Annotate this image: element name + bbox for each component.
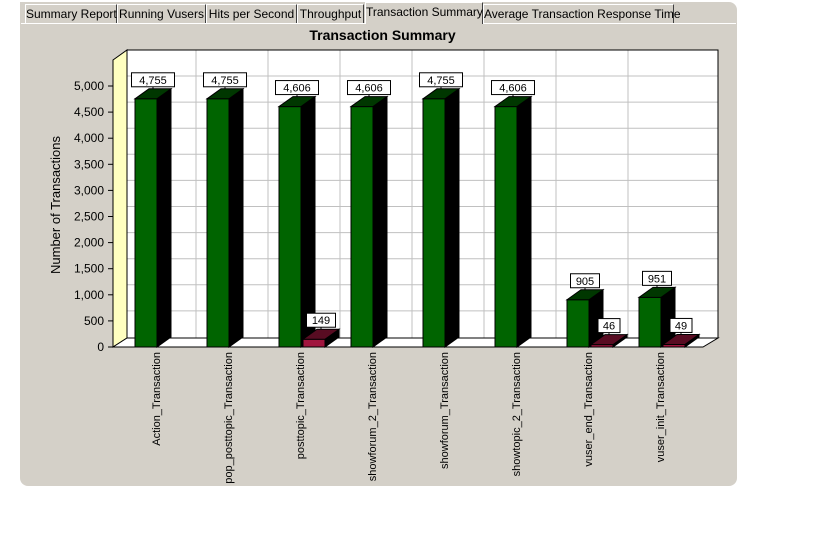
- tab-summary-report[interactable]: Summary Report: [25, 4, 117, 23]
- y-tick-label: 2,000: [74, 236, 104, 250]
- plot-background: [113, 50, 718, 347]
- bar-side: [516, 95, 532, 348]
- tab-average-transaction-response-time[interactable]: Average Transaction Response Time: [483, 4, 681, 23]
- bar: 905: [565, 273, 605, 348]
- data-label: 951: [648, 273, 666, 285]
- category-label: posttopic_Transaction: [295, 352, 307, 459]
- bar-top: [589, 334, 629, 346]
- bar-top: [565, 289, 605, 301]
- bar-top: [133, 88, 173, 100]
- data-label: 49: [675, 320, 687, 332]
- y-tick-label: 5,000: [74, 79, 104, 93]
- bar: 4,606: [275, 80, 319, 348]
- bar-top: [661, 333, 701, 345]
- y-axis-ticks: 0 500 1,000 1,500 2,000 2,500 3,000 3,500 4,000 4…: [74, 79, 113, 354]
- y-tick-label: 1,000: [74, 288, 104, 302]
- bar: 4,606: [491, 80, 535, 348]
- bar-front: [134, 98, 158, 348]
- bar-top: [205, 88, 245, 100]
- bar: 49: [661, 317, 701, 348]
- category-label: showtopic_2_Transaction: [511, 352, 523, 476]
- data-label: 4,755: [427, 75, 455, 87]
- y-tick-label: 4,000: [74, 131, 104, 145]
- bar: 951: [637, 270, 677, 348]
- chart-side-wall: [112, 49, 128, 348]
- data-label-box: [275, 80, 319, 96]
- bar-top: [301, 328, 341, 340]
- y-tick-label: 3,500: [74, 157, 104, 171]
- bar-top: [493, 96, 533, 108]
- data-label-box: [570, 273, 600, 289]
- tab-hits-per-second[interactable]: Hits per Second: [206, 4, 297, 23]
- tab-transaction-summary[interactable]: Transaction Summary: [365, 2, 483, 24]
- y-axis-label: Number of Transactions: [48, 136, 63, 275]
- y-tick-label: 4,500: [74, 105, 104, 119]
- data-label-box: [419, 72, 463, 88]
- category-label: showforum_Transaction: [439, 352, 451, 469]
- data-label-box: [347, 80, 391, 96]
- bar: 4,755: [131, 72, 175, 348]
- y-tick-label: 1,500: [74, 262, 104, 276]
- data-label: 4,606: [499, 83, 527, 95]
- data-label: 46: [603, 321, 615, 333]
- bar-front: [302, 338, 326, 348]
- bar: 4,606: [347, 80, 391, 348]
- bar-front: [638, 296, 662, 348]
- bar: 149: [301, 312, 341, 348]
- data-label-box: [306, 312, 336, 328]
- y-tick-label: 500: [84, 314, 104, 328]
- bar-front: [422, 98, 446, 348]
- chart-floor: [111, 337, 720, 348]
- bar-side: [372, 95, 388, 348]
- category-label: vuser_init_Transaction: [655, 352, 667, 462]
- bar-top: [421, 88, 461, 100]
- bar-front: [206, 98, 230, 348]
- chart-title: Transaction Summary: [309, 27, 456, 43]
- bar-front: [566, 299, 590, 348]
- data-label-box: [491, 80, 535, 96]
- category-label: pop_posttopic_Transaction: [223, 352, 235, 484]
- y-tick-label: 3,000: [74, 183, 104, 197]
- data-label: 905: [576, 276, 594, 288]
- bar: 46: [589, 318, 629, 348]
- data-label-box: [642, 270, 672, 286]
- data-label-box: [131, 72, 175, 88]
- data-label-box: [597, 318, 621, 334]
- bar-front: [278, 106, 302, 348]
- data-label: 4,755: [139, 75, 167, 87]
- category-labels: Action_Transaction pop_posttopic_Transact…: [151, 352, 667, 484]
- category-label: Action_Transaction: [151, 352, 163, 446]
- category-label: vuser_end_Transaction: [583, 352, 595, 467]
- data-label: 4,755: [211, 75, 239, 87]
- bar-side: [300, 95, 316, 348]
- bar: 4,755: [419, 72, 463, 348]
- y-tick-label: 2,500: [74, 210, 104, 224]
- bar-top: [637, 286, 677, 298]
- bars: 4,755 4,755 4,606 149 4,606 4,755 4,606 905 46 95…: [131, 72, 701, 348]
- data-label: 149: [312, 315, 330, 327]
- data-label-box: [203, 72, 247, 88]
- data-label: 4,606: [283, 83, 311, 95]
- y-tick-label: 0: [97, 340, 104, 354]
- bar-top: [349, 96, 389, 108]
- bar-side: [228, 87, 244, 348]
- tab-throughput[interactable]: Throughput: [297, 4, 364, 23]
- bar-side: [444, 87, 460, 348]
- data-label: 4,606: [355, 83, 383, 95]
- category-label: showforum_2_Transaction: [367, 352, 379, 481]
- data-label-box: [669, 317, 693, 333]
- bar-side: [156, 87, 172, 348]
- bar: 4,755: [203, 72, 247, 348]
- bar-front: [350, 106, 374, 348]
- bar-top: [277, 96, 317, 108]
- bar-front: [494, 106, 518, 348]
- tab-running-vusers[interactable]: Running Vusers: [117, 4, 206, 23]
